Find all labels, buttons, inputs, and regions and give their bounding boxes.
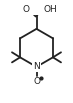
Text: N: N [33,62,40,71]
Text: O: O [23,5,30,14]
Text: OH: OH [43,5,57,14]
Text: O: O [33,77,40,86]
